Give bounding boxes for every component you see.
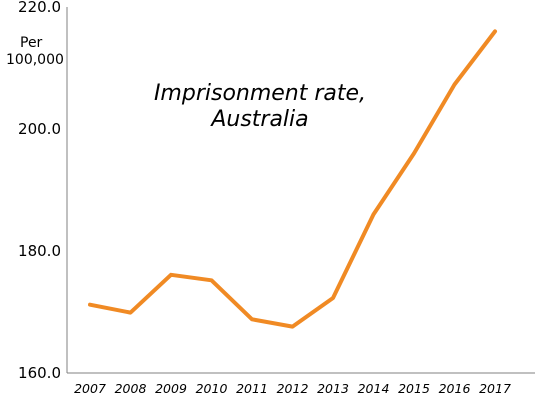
y-unit-label-line-2: 100,000 bbox=[6, 52, 64, 68]
x-tick-label: 2011 bbox=[236, 381, 268, 396]
series-layer bbox=[88, 29, 497, 329]
x-tick-label: 2010 bbox=[196, 381, 228, 396]
y-tick-label: 160.0 bbox=[18, 364, 61, 382]
x-tick-label: 2015 bbox=[398, 381, 430, 396]
chart-title-line-2: Australia bbox=[209, 107, 308, 132]
x-axis-ticks: 2007 2008 2009 2010 2011 2012 2013 2014 2015 2016… bbox=[74, 381, 511, 396]
x-tick-label: 2007 bbox=[74, 381, 106, 396]
y-tick-label: 200.0 bbox=[18, 120, 61, 138]
x-tick-label: 2014 bbox=[358, 381, 390, 396]
x-tick-label: 2016 bbox=[439, 381, 471, 396]
x-tick-label: 2008 bbox=[115, 381, 147, 396]
x-tick-label: 2009 bbox=[155, 381, 187, 396]
y-tick-label: 220.0 bbox=[18, 0, 61, 16]
y-unit-label-line-1: Per bbox=[20, 35, 43, 51]
series-line bbox=[88, 29, 497, 329]
x-tick-label: 2012 bbox=[277, 381, 309, 396]
y-tick-label: 180.0 bbox=[18, 242, 61, 260]
chart-title-line-1: Imprisonment rate, bbox=[154, 81, 366, 106]
y-axis-ticks: 160.0 180.0 200.0 220.0 bbox=[18, 0, 61, 382]
x-tick-label: 2017 bbox=[479, 381, 511, 396]
x-tick-label: 2013 bbox=[317, 381, 349, 396]
